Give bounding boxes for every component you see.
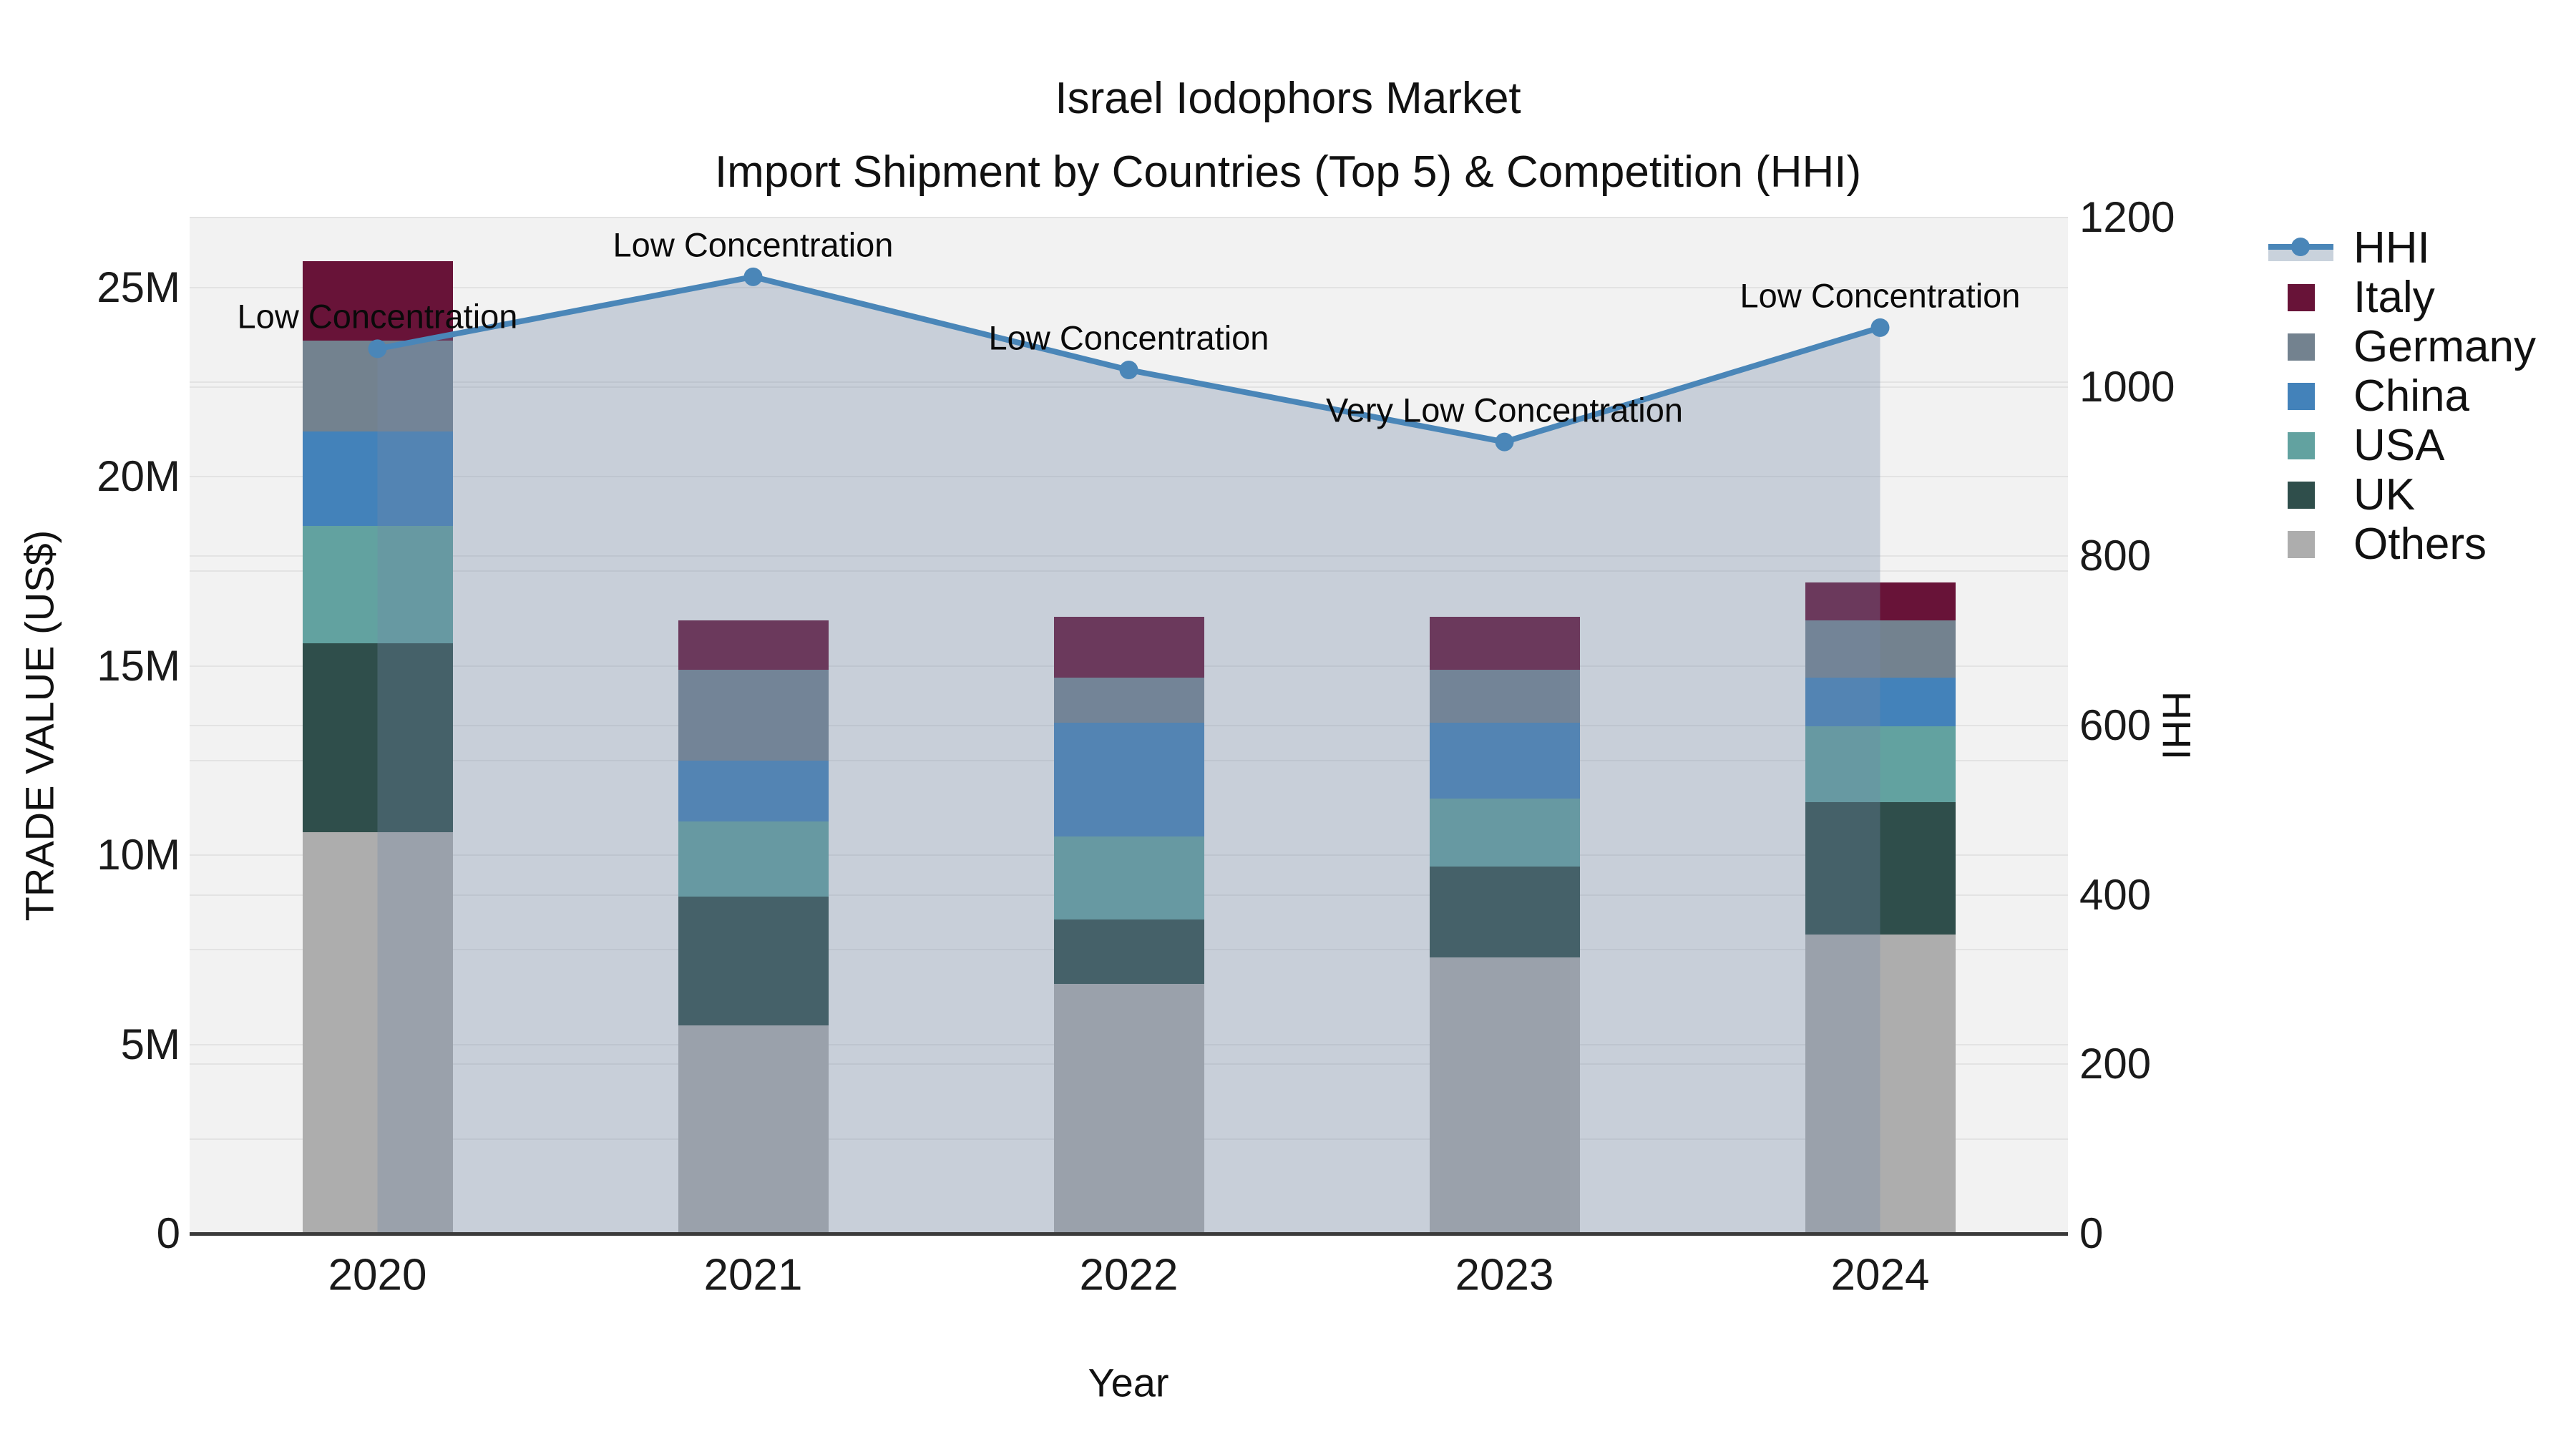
bar-segment-italy-2024 xyxy=(1805,582,1956,621)
legend-item-germany: Germany xyxy=(2267,322,2536,371)
gridline-left-17.5M xyxy=(190,570,2068,572)
left-tick-25M: 25M xyxy=(97,263,180,311)
hhi-area-fill xyxy=(377,276,1880,1234)
bar-segment-usa-2020 xyxy=(302,526,453,643)
bar-segment-germany-2024 xyxy=(1805,620,1956,678)
hhi-marker-2022 xyxy=(1119,361,1138,379)
hhi-marker-2024 xyxy=(1870,318,1890,337)
hhi-marker-2020 xyxy=(368,339,387,358)
legend: HHI Italy Germany China USA UK Others xyxy=(2267,223,2536,569)
chart-title-line1: Israel Iodophors Market xyxy=(1055,74,1521,123)
x-axis-title: Year xyxy=(1088,1360,1169,1405)
legend-swatch-italy xyxy=(2267,283,2335,311)
concentration-annotation-2021: Low Concentration xyxy=(613,225,894,264)
legend-item-uk: UK xyxy=(2267,470,2536,519)
bar-segment-italy-2020 xyxy=(302,260,453,341)
bar-segment-uk-2024 xyxy=(1805,802,1956,935)
legend-swatch-germany xyxy=(2267,333,2335,361)
bar-segment-china-2020 xyxy=(302,431,453,526)
bar-segment-others-2022 xyxy=(1053,983,1204,1234)
legend-swatch-china xyxy=(2267,382,2335,410)
legend-label-china: China xyxy=(2353,371,2469,421)
legend-label-italy: Italy xyxy=(2353,273,2435,322)
left-axis-title: TRADE VALUE (US$) xyxy=(16,530,62,922)
legend-label-uk: UK xyxy=(2353,470,2416,519)
bar-segment-others-2020 xyxy=(302,832,453,1234)
chart-title-line2: Import Shipment by Countries (Top 5) & C… xyxy=(714,147,1862,197)
legend-item-hhi: HHI xyxy=(2267,223,2536,273)
bar-segment-usa-2022 xyxy=(1053,836,1204,920)
bar-segment-germany-2022 xyxy=(1053,677,1204,723)
bar-segment-china-2022 xyxy=(1053,723,1204,836)
right-axis-title: HHI xyxy=(2154,691,2200,761)
bar-segment-italy-2021 xyxy=(678,620,829,670)
gridline-left-20M xyxy=(190,476,2068,478)
x-tick-2021: 2021 xyxy=(703,1250,803,1300)
legend-swatch-others xyxy=(2267,530,2335,558)
bar-segment-usa-2021 xyxy=(678,821,829,897)
hhi-line-legend-icon xyxy=(2267,231,2335,265)
bar-segment-uk-2020 xyxy=(302,643,453,833)
legend-swatch-uk xyxy=(2267,481,2335,509)
concentration-annotation-2020: Low Concentration xyxy=(237,297,518,336)
bar-segment-china-2021 xyxy=(678,760,829,821)
right-tick-800: 800 xyxy=(2079,532,2152,580)
right-tick-1000: 1000 xyxy=(2079,362,2175,411)
bar-segment-others-2021 xyxy=(678,1025,829,1234)
right-tick-0: 0 xyxy=(2079,1209,2104,1257)
left-tick-15M: 15M xyxy=(97,641,180,690)
bar-segment-china-2023 xyxy=(1429,723,1580,799)
right-tick-1200: 1200 xyxy=(2079,193,2175,241)
legend-item-italy: Italy xyxy=(2267,273,2536,322)
legend-item-usa: USA xyxy=(2267,421,2536,470)
x-tick-2020: 2020 xyxy=(328,1250,427,1300)
legend-label-usa: USA xyxy=(2353,421,2445,470)
bar-segment-usa-2024 xyxy=(1805,726,1956,803)
bar-segment-uk-2021 xyxy=(678,897,829,1026)
bar-segment-usa-2023 xyxy=(1429,798,1580,867)
legend-label-others: Others xyxy=(2353,519,2487,569)
left-tick-5M: 5M xyxy=(120,1020,180,1068)
x-axis-line xyxy=(190,1232,2068,1236)
legend-label-hhi: HHI xyxy=(2353,223,2430,273)
bar-segment-germany-2021 xyxy=(678,669,829,761)
x-tick-2024: 2024 xyxy=(1830,1250,1930,1300)
gridline-right-1200 xyxy=(190,217,2068,218)
legend-item-china: China xyxy=(2267,371,2536,421)
right-tick-600: 600 xyxy=(2079,701,2152,749)
x-tick-2023: 2023 xyxy=(1455,1250,1554,1300)
bar-segment-uk-2023 xyxy=(1429,867,1580,957)
gridline-left-22.5M xyxy=(190,381,2068,384)
bar-segment-others-2023 xyxy=(1429,957,1580,1234)
left-tick-0: 0 xyxy=(156,1209,180,1257)
bar-segment-uk-2022 xyxy=(1053,919,1204,984)
bar-segment-italy-2022 xyxy=(1053,616,1204,678)
legend-item-others: Others xyxy=(2267,519,2536,569)
left-tick-20M: 20M xyxy=(97,452,180,501)
hhi-marker-2023 xyxy=(1495,432,1514,452)
gridline-left-25M xyxy=(190,286,2068,288)
gridline-right-1000 xyxy=(190,386,2068,388)
right-tick-200: 200 xyxy=(2079,1040,2152,1088)
bar-segment-china-2024 xyxy=(1805,677,1956,727)
concentration-annotation-2023: Very Low Concentration xyxy=(1325,391,1684,429)
gridline-right-800 xyxy=(190,555,2068,557)
hhi-line-layer xyxy=(368,267,1890,1234)
legend-swatch-usa xyxy=(2267,431,2335,459)
legend-label-germany: Germany xyxy=(2353,322,2536,371)
left-tick-10M: 10M xyxy=(97,831,180,879)
concentration-annotation-2022: Low Concentration xyxy=(988,318,1269,357)
bar-segment-germany-2023 xyxy=(1429,669,1580,723)
concentration-annotation-2024: Low Concentration xyxy=(1740,276,2021,315)
hhi-marker-2021 xyxy=(743,267,763,286)
x-tick-2022: 2022 xyxy=(1079,1250,1179,1300)
bar-segment-italy-2023 xyxy=(1429,616,1580,670)
right-tick-400: 400 xyxy=(2079,870,2152,919)
bar-segment-others-2024 xyxy=(1805,935,1956,1234)
